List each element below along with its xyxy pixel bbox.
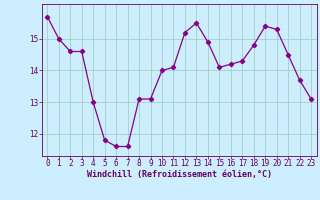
X-axis label: Windchill (Refroidissement éolien,°C): Windchill (Refroidissement éolien,°C) — [87, 170, 272, 179]
